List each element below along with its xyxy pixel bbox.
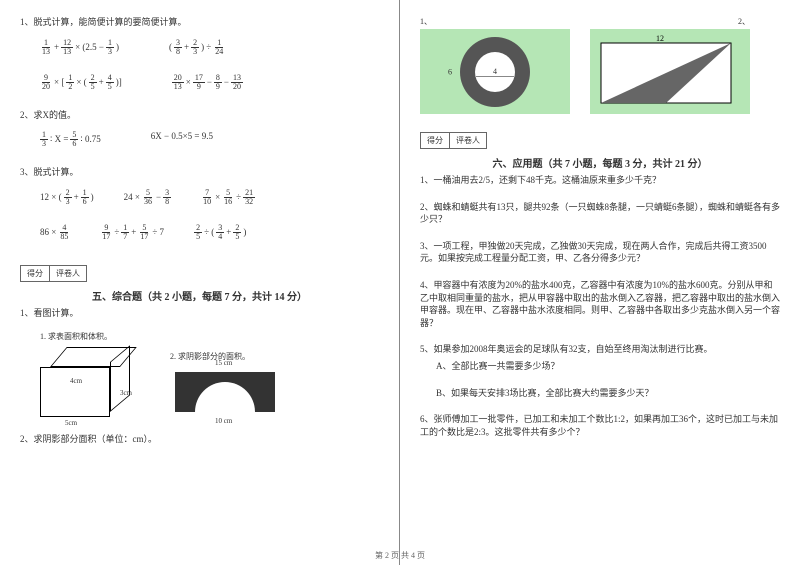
dim-d: 3cm — [120, 389, 132, 397]
triangle-shape: 12 6 — [596, 35, 744, 108]
q6-3: 3、一项工程，甲独做20天完成，乙独做30天完成，现在两人合作，完成后共得工资3… — [420, 240, 780, 265]
shape1-block: 1、 4 6 — [420, 16, 570, 114]
ring-shape: 4 — [460, 37, 530, 107]
expr-6: 6X − 0.5×5 = 9.5 — [151, 131, 213, 148]
expr-12: 25 ÷ (34 + 25) — [194, 224, 246, 241]
shape1-label: 1、 — [420, 16, 432, 27]
q6-5: 5、如果参加2008年奥运会的足球队有32支，自始至终用淘汰制进行比赛。 — [420, 343, 780, 356]
q6-6: 6、张师傅加工一批零件，已加工和未加工个数比1:2，如果再加工36个，这时已加工… — [420, 413, 780, 438]
shape2-block: 2、 12 6 — [590, 16, 750, 114]
cuboid-label: 1. 求表面积和体积。 — [40, 331, 130, 342]
expr-1: 113 + 1213 × (2.5 − 13) — [40, 39, 119, 56]
score-box-6: 得分 评卷人 — [420, 132, 487, 149]
left-column: 1、脱式计算，能简便计算的要简便计算。 113 + 1213 × (2.5 − … — [0, 0, 400, 565]
expr-8: 24 × 536 − 38 — [124, 189, 171, 206]
arch-bottom-dim: 10 cm — [215, 417, 232, 425]
q5-2-title: 2、求阴影部分面积（单位：cm）。 — [20, 433, 379, 446]
dim-w: 5cm — [65, 419, 77, 427]
figures-row: 1. 求表面积和体积。 4cm 3cm 5cm 2. 求阴影部分的面积。 15 … — [40, 327, 379, 416]
cuboid-shape: 4cm 3cm 5cm — [40, 347, 130, 417]
score-cell-marker: 评卷人 — [50, 266, 86, 281]
expr-5: 13 ∶ X = 56 ∶ 0.75 — [40, 131, 101, 148]
q6-5a: A、全部比赛一共需要多少场？ — [436, 360, 780, 373]
ring-inner-dim: 4 — [476, 67, 514, 77]
cuboid-block: 1. 求表面积和体积。 4cm 3cm 5cm — [40, 327, 130, 416]
q6-1: 1、一桶油用去2/5，还剩下48千克。这桶油原来重多少千克？ — [420, 174, 780, 187]
arch-shape: 15 cm 10 cm — [170, 367, 280, 417]
expr-7: 12 × (23 + 16) — [40, 189, 94, 206]
expr-11: 917 ÷ 17 + 517 ÷ 7 — [100, 224, 164, 241]
expr-10: 86 × 485 — [40, 224, 70, 241]
q1-title: 1、脱式计算，能简便计算的要简便计算。 — [20, 16, 379, 29]
q3-row1: 12 × (23 + 16) 24 × 536 − 38 710 × 516 ÷… — [40, 189, 379, 206]
section-6-title: 六、应用题（共 7 小题，每题 3 分，共计 21 分） — [420, 155, 780, 170]
score-cell-points-6: 得分 — [421, 133, 450, 148]
triangle-panel: 12 6 — [590, 29, 750, 114]
score-cell-points: 得分 — [21, 266, 50, 281]
q6-4: 4、甲容器中有浓度为20%的盐水400克，乙容器中有浓度为10%的盐水600克。… — [420, 279, 780, 329]
expr-9: 710 × 516 ÷ 2132 — [201, 189, 255, 206]
ring-inner: 4 — [475, 52, 515, 92]
page-footer: 第 2 页 共 4 页 — [375, 550, 425, 561]
shape2-label: 2、 — [738, 16, 750, 27]
right-column: 1、 4 6 2、 12 — [400, 0, 800, 565]
q2-title: 2、求X的值。 — [20, 109, 379, 122]
q3-row2: 86 × 485 917 ÷ 17 + 517 ÷ 7 25 ÷ (34 + 2… — [40, 224, 379, 241]
q1-row2: 920 × [12 × (25 + 45)] 2013 × 179 − 89 −… — [40, 74, 379, 91]
expr-2: (38 + 23) ÷ 124 — [169, 39, 225, 56]
section-5-title: 五、综合题（共 2 小题，每题 7 分，共计 14 分） — [20, 288, 379, 303]
ring-outer-dim: 6 — [448, 67, 452, 76]
q6-2: 2、蜘蛛和蜻蜓共有13只，腿共92条（一只蜘蛛8条腿，一只蜻蜓6条腿），蜘蛛和蜻… — [420, 201, 780, 226]
q2-row: 13 ∶ X = 56 ∶ 0.75 6X − 0.5×5 = 9.5 — [40, 131, 379, 148]
tri-top-dim: 12 — [656, 35, 664, 43]
ring-panel: 4 6 — [420, 29, 570, 114]
expr-3: 920 × [12 × (25 + 45)] — [40, 74, 122, 91]
dim-h: 4cm — [70, 377, 82, 385]
score-box-5: 得分 评卷人 — [20, 265, 87, 282]
q6-5b: B、如果每天安排3场比赛，全部比赛大约需要多少天？ — [436, 387, 780, 400]
shapes-row: 1、 4 6 2、 12 — [420, 16, 780, 114]
expr-4: 2013 × 179 − 89 − 1320 — [172, 74, 243, 91]
q3-title: 3、脱式计算。 — [20, 166, 379, 179]
score-cell-marker-6: 评卷人 — [450, 133, 486, 148]
q1-row1: 113 + 1213 × (2.5 − 13) (38 + 23) ÷ 124 — [40, 39, 379, 56]
cuboid-front-face — [40, 367, 110, 417]
arch-top-dim: 15 cm — [215, 359, 232, 367]
q5-1-title: 1、看图计算。 — [20, 307, 379, 320]
arch-block: 2. 求阴影部分的面积。 15 cm 10 cm — [170, 347, 280, 416]
